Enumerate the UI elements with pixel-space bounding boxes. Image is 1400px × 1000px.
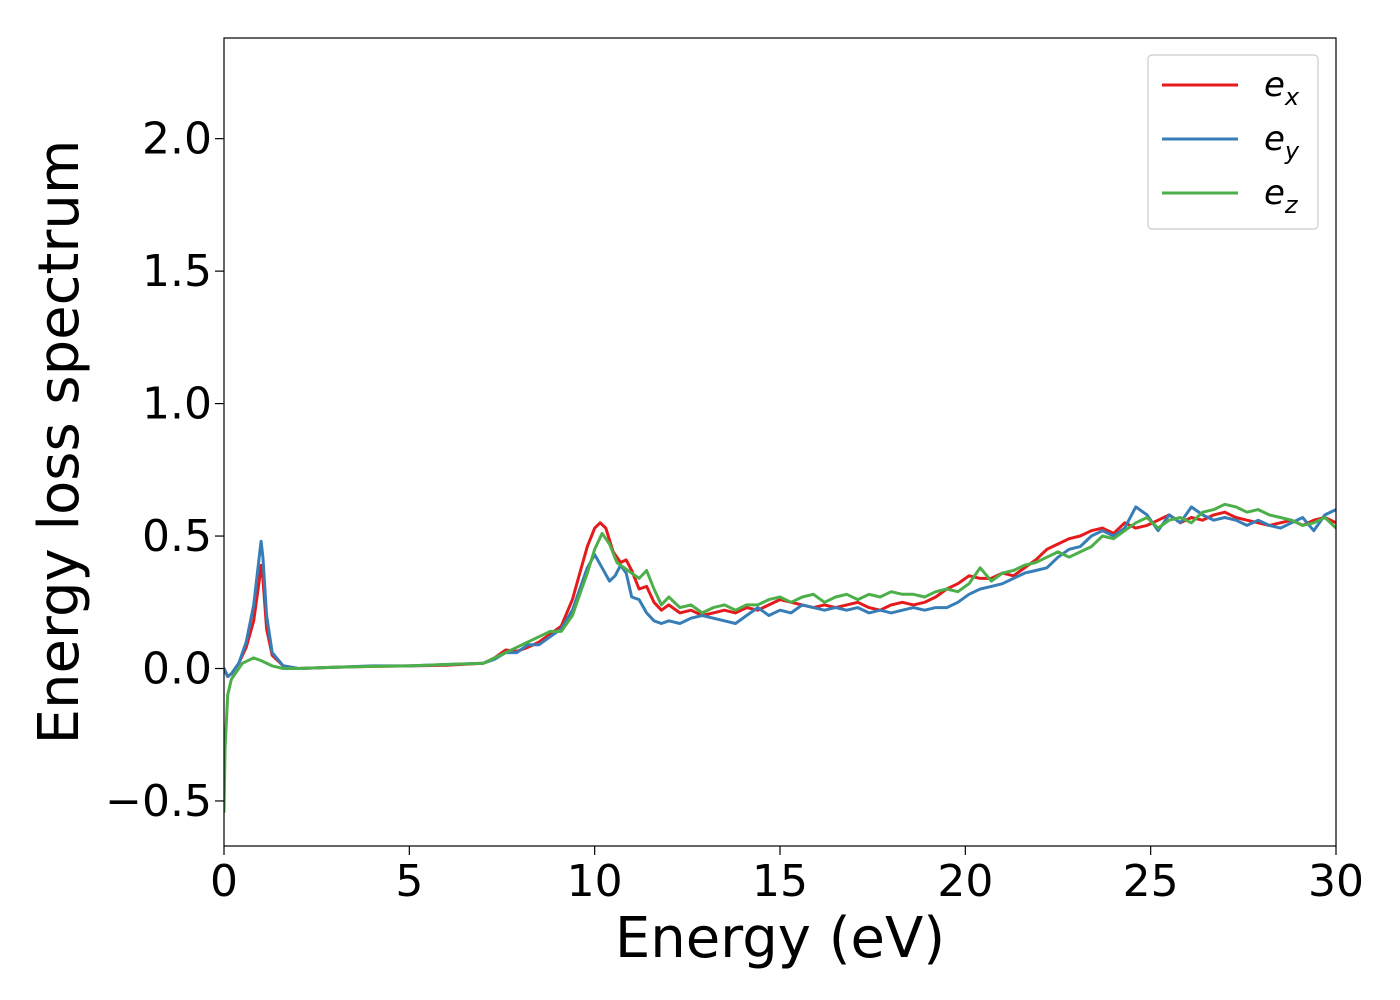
x-tick-label: 30: [1308, 856, 1364, 907]
y-tick-label: 1.5: [142, 246, 212, 297]
x-tick-label: 15: [752, 856, 808, 907]
x-tick-label: 25: [1123, 856, 1179, 907]
x-axis-ticks: 0 5 10 15 20 25 30: [210, 846, 1364, 907]
y-axis-title: Energy loss spectrum: [27, 140, 92, 745]
x-axis-title: Energy (eV): [615, 906, 945, 971]
series-line-z: [224, 502, 1336, 814]
x-tick-label: 10: [567, 856, 623, 907]
y-axis-ticks: −0.5 0.0 0.5 1.0 1.5 2.0: [105, 114, 224, 827]
y-tick-label: 0.5: [142, 511, 212, 562]
y-tick-label: −0.5: [105, 776, 212, 827]
y-tick-label: 2.0: [142, 114, 212, 165]
x-tick-label: 0: [210, 856, 238, 907]
legend-frame: [1147, 54, 1319, 230]
y-tick-label: 1.0: [142, 379, 212, 430]
x-tick-label: 20: [937, 856, 993, 907]
series-layer: [224, 502, 1336, 814]
y-tick-label: 0.0: [142, 644, 212, 695]
x-tick-label: 5: [395, 856, 423, 907]
